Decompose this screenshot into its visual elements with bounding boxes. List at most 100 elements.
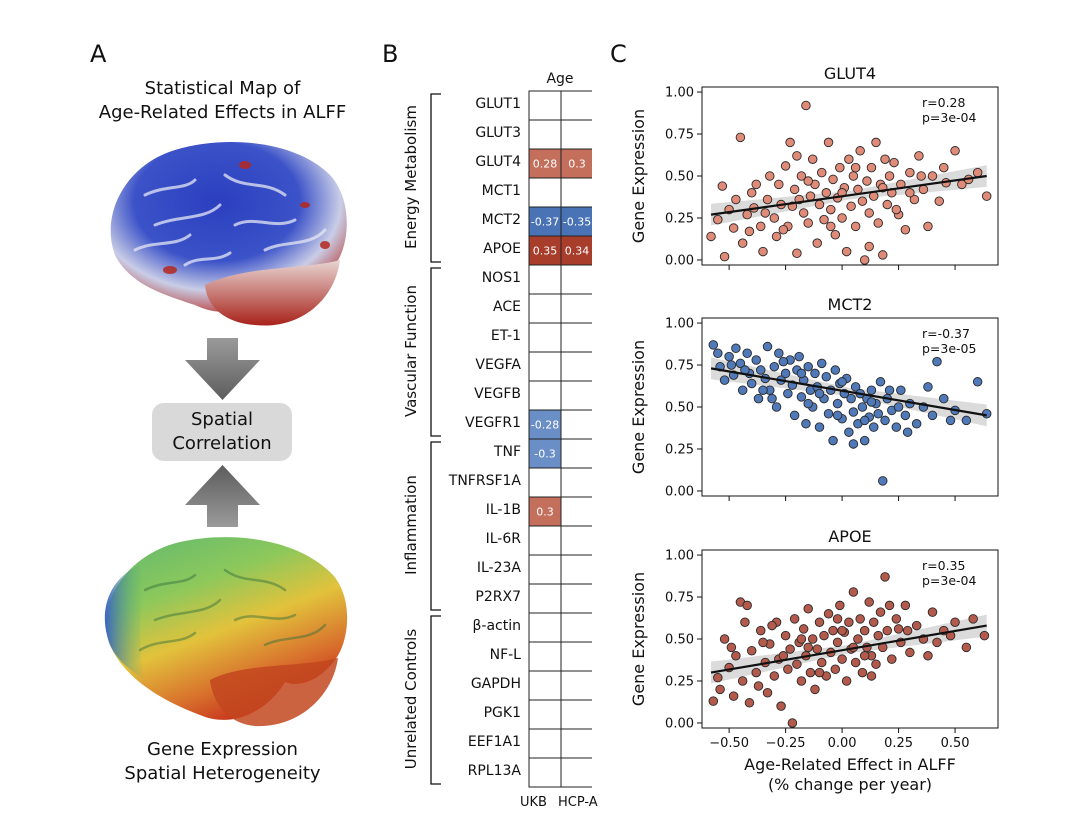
heatmap-cell bbox=[528, 177, 562, 208]
scatter-point bbox=[900, 600, 911, 611]
scatter-point bbox=[866, 162, 877, 173]
scatter-point bbox=[844, 427, 854, 437]
scatter-point bbox=[945, 415, 956, 426]
scatter-point bbox=[887, 654, 897, 664]
heatmap-value-cell bbox=[528, 409, 562, 440]
scatter-point bbox=[832, 637, 843, 648]
scatter-point bbox=[771, 402, 782, 412]
scatter-point bbox=[805, 667, 816, 678]
scatter-point bbox=[753, 393, 764, 404]
scatter-point bbox=[769, 671, 780, 681]
heatmap-cell bbox=[560, 699, 592, 730]
scatter-point bbox=[873, 630, 883, 641]
x-axis-label-line1: Age-Related Effect in ALFF bbox=[744, 755, 956, 774]
scatter-point bbox=[774, 348, 784, 359]
scatter-point bbox=[950, 617, 960, 627]
gene-label: VEGFR1 bbox=[465, 415, 521, 431]
heatmap-cell bbox=[560, 351, 592, 382]
stat-p: p=3e-05 bbox=[922, 341, 976, 356]
heatmap-column-labels: UKB HCP-A bbox=[520, 795, 610, 815]
y-tick-label: 0.75 bbox=[665, 591, 694, 606]
scatter-point bbox=[857, 196, 868, 206]
scatter-point bbox=[857, 667, 868, 678]
scatter-point bbox=[905, 167, 915, 178]
scatter-point bbox=[902, 427, 913, 437]
scatter-point bbox=[821, 372, 832, 382]
scatter-point bbox=[803, 176, 813, 186]
scatter-point bbox=[871, 137, 881, 148]
heatmap-value-cell bbox=[528, 148, 562, 179]
scatter-point bbox=[771, 231, 782, 242]
heatmap-value-label: 0.3 bbox=[568, 158, 586, 171]
scatter-point bbox=[866, 671, 877, 681]
scatter-point bbox=[859, 255, 870, 265]
group-label: Energy Metabolism bbox=[402, 105, 420, 249]
scatter-point bbox=[923, 382, 933, 392]
scatter-point bbox=[814, 199, 825, 210]
panel-a-bottom-title-line1: Gene Expression bbox=[147, 739, 298, 760]
scatter-point bbox=[751, 355, 761, 365]
scatter-point bbox=[972, 167, 983, 178]
scatter-point bbox=[909, 194, 920, 205]
scatter-point bbox=[828, 174, 838, 185]
scatter-point bbox=[837, 213, 847, 223]
heatmap-cell bbox=[528, 293, 562, 324]
panel-a-bottom-title: Gene Expression Spatial Heterogeneity bbox=[90, 738, 355, 786]
scatter-point bbox=[731, 651, 741, 661]
scatter-point bbox=[823, 137, 834, 148]
scatter-point bbox=[884, 171, 895, 181]
scatter-point bbox=[774, 179, 784, 190]
panel-a-bottom-title-line2: Spatial Heterogeneity bbox=[124, 763, 321, 784]
spatial-correlation-line1: Spatial bbox=[191, 409, 253, 430]
heatmap-cell bbox=[560, 90, 592, 121]
heatmap-cell bbox=[528, 322, 562, 353]
scatter-point bbox=[878, 476, 888, 486]
scatter-point bbox=[844, 154, 854, 164]
scatter-point bbox=[868, 617, 879, 627]
plot-title: MCT2 bbox=[828, 295, 873, 314]
scatter-point bbox=[859, 651, 870, 661]
scatter-point bbox=[850, 657, 861, 668]
group-labels: Energy Metabolism Vascular Function Inflam… bbox=[395, 90, 425, 792]
scatter-point bbox=[731, 343, 741, 353]
scatter-point bbox=[853, 634, 863, 644]
scatter-point bbox=[981, 191, 992, 201]
scatter-point bbox=[889, 157, 899, 168]
scatter-point bbox=[803, 361, 813, 372]
scatter-point bbox=[873, 408, 883, 419]
scatter-point bbox=[713, 672, 723, 683]
scatter-point bbox=[850, 221, 861, 232]
scatter-point bbox=[780, 630, 791, 641]
heatmap-cell bbox=[528, 90, 562, 121]
heatmap-cell bbox=[528, 583, 562, 614]
scatter-point bbox=[789, 614, 800, 624]
regression-line bbox=[710, 624, 987, 674]
scatter-plot-glut4: GLUT4 r=0.28p=3e-04 0.00 0.25 0.50 0.75 1.00 Ge… bbox=[629, 64, 999, 270]
scatter-point bbox=[916, 171, 926, 181]
scatter-point bbox=[900, 410, 911, 421]
gene-label: RPL13A bbox=[467, 763, 521, 779]
heatmap-cell bbox=[560, 612, 592, 643]
scatter-point bbox=[803, 218, 813, 228]
scatter-point bbox=[801, 419, 811, 429]
scatter-point bbox=[882, 199, 893, 210]
scatter-point bbox=[968, 614, 978, 624]
y-tick-label: 0.50 bbox=[665, 401, 694, 416]
scatter-point bbox=[765, 171, 775, 181]
scatter-point bbox=[911, 620, 922, 631]
heatmap-column-header: Age bbox=[546, 71, 574, 87]
heatmap-gene-labels: GLUT1 GLUT3 GLUT4 MCT1 MCT2 APOE NOS1 ACE ET-1 VE… bbox=[415, 92, 525, 792]
spatial-correlation-box: Spatial Correlation bbox=[152, 403, 292, 461]
column-label-hcpa: HCP-A bbox=[558, 795, 598, 810]
scatter-point bbox=[934, 196, 945, 206]
scatter-point bbox=[850, 382, 861, 392]
scatter-point bbox=[728, 223, 739, 233]
scatter-point bbox=[812, 238, 822, 248]
y-tick-label: 1.00 bbox=[665, 549, 694, 564]
gene-label: VEGFA bbox=[475, 357, 521, 373]
panel-c-letter: C bbox=[610, 40, 627, 68]
heatmap-cell bbox=[560, 670, 592, 701]
y-tick-label: 1.00 bbox=[665, 86, 694, 101]
scatter-point bbox=[762, 687, 773, 698]
scatter-point bbox=[939, 162, 949, 173]
